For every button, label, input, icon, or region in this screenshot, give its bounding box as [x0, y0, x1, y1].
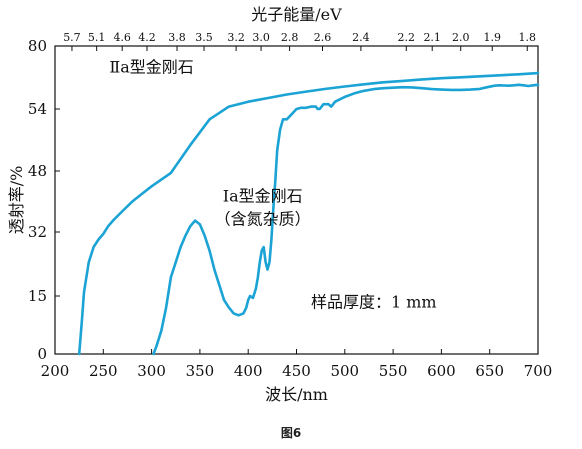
top-tick-label: 1.9 [483, 31, 501, 44]
top-tick-label: 5.1 [88, 31, 106, 44]
figure-caption: 图6 [280, 426, 302, 440]
x-tick-label: 700 [524, 362, 553, 380]
y-tick-label: 48 [28, 162, 47, 180]
annotation-4: 样品厚度：1 mm [311, 293, 437, 312]
top-tick-label: 2.8 [281, 31, 299, 44]
top-tick-label: 3.5 [195, 31, 213, 44]
y-tick-label: 0 [37, 345, 47, 363]
annotation-2: Ⅰa型金刚石 [223, 187, 303, 206]
x-tick-label: 500 [330, 362, 359, 380]
annotation-3: （含氮杂质） [215, 209, 311, 228]
y-tick-label: 15 [28, 287, 47, 305]
top-tick-label: 3.0 [252, 31, 270, 44]
y-tick-label: 32 [28, 223, 47, 241]
x-axis-label: 波长/nm [265, 385, 328, 404]
series-line-type-iia [77, 71, 540, 356]
top-tick-label: 5.7 [63, 31, 81, 44]
x-tick-label: 400 [234, 362, 263, 380]
y-axis-label: 透射率/% [7, 166, 26, 235]
series-line-type-ia [152, 83, 540, 356]
x-tick-label: 550 [379, 362, 408, 380]
x-tick-label: 650 [475, 362, 504, 380]
x-tick-label: 200 [41, 362, 70, 380]
top-tick-label: 2.6 [314, 31, 332, 44]
top-axis-label: 光子能量/eV [251, 5, 342, 24]
x-tick-label: 250 [89, 362, 118, 380]
top-tick-label: 2.4 [352, 31, 370, 44]
top-tick-label: 3.2 [227, 31, 245, 44]
top-tick-label: 4.2 [138, 31, 156, 44]
top-tick-label: 2.1 [423, 31, 441, 44]
x-tick-label: 450 [282, 362, 311, 380]
annotation-1: Ⅱa型金刚石 [109, 58, 193, 77]
x-tick-label: 350 [186, 362, 215, 380]
top-tick-label: 4.6 [113, 31, 131, 44]
y-tick-label: 80 [28, 37, 47, 55]
top-tick-label: 1.8 [519, 31, 537, 44]
x-tick-label: 300 [137, 362, 166, 380]
y-tick-label: 54 [28, 100, 47, 118]
transmittance-chart: 200 250 300 350 400 450 500 550 600 650 700 0 15 32 48… [7, 5, 553, 404]
top-tick-label: 2.2 [398, 31, 416, 44]
top-tick-label: 2.0 [452, 31, 470, 44]
x-tick-label: 600 [427, 362, 456, 380]
top-tick-label: 3.8 [168, 31, 186, 44]
